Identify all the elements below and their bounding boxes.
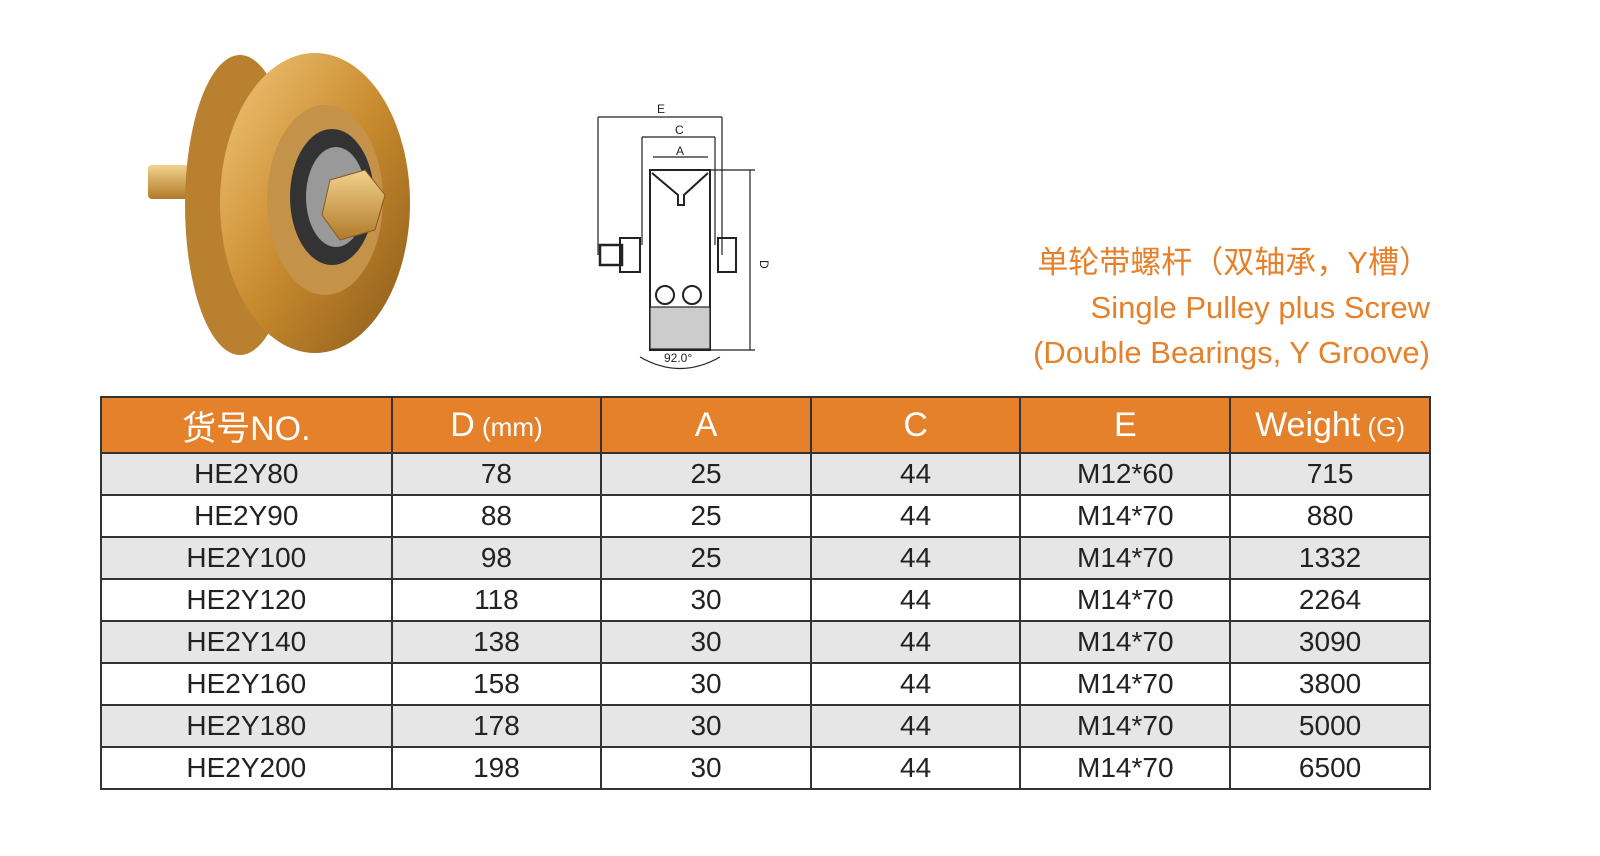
table-cell: 25 (600, 494, 812, 538)
table-cell: HE2Y140 (100, 620, 393, 664)
table-cell: HE2Y80 (100, 452, 393, 496)
table-header-row: 货号NO. D (mm) A C E Weight (G) (100, 396, 1431, 454)
table-row: HE2Y200 198 30 44 M14*70 6500 (100, 746, 1431, 790)
table-row: HE2Y160 158 30 44 M14*70 3800 (100, 662, 1431, 706)
table-cell: M14*70 (1019, 746, 1232, 790)
table-cell: M14*70 (1019, 620, 1232, 664)
table-cell: HE2Y180 (100, 704, 393, 748)
table-cell: M14*70 (1019, 704, 1232, 748)
title-english-line2: (Double Bearings, Y Groove) (1033, 335, 1430, 370)
header-label: A (694, 405, 718, 444)
table-cell: 158 (390, 662, 603, 706)
table-cell: 25 (600, 536, 812, 580)
table-cell: 715 (1229, 452, 1431, 496)
dim-label-angle: 92.0° (664, 351, 692, 365)
header-label: 货号NO. (182, 409, 311, 448)
table-cell: 44 (809, 746, 1022, 790)
table-cell: 138 (390, 620, 603, 664)
table-cell: 30 (600, 620, 812, 664)
table-cell: 1332 (1229, 536, 1431, 580)
header-label: D (450, 405, 475, 444)
table-cell: 198 (390, 746, 603, 790)
table-cell: 30 (600, 704, 812, 748)
table-cell: 118 (390, 578, 603, 622)
table-row: HE2Y80 78 25 44 M12*60 715 (100, 452, 1431, 496)
table-cell: M12*60 (1019, 452, 1232, 496)
table-row: HE2Y120 118 30 44 M14*70 2264 (100, 578, 1431, 622)
table-cell: M14*70 (1019, 494, 1232, 538)
table-cell: M14*70 (1019, 662, 1232, 706)
header-unit: (mm) (474, 411, 543, 442)
table-cell: 44 (809, 578, 1022, 622)
table-cell: M14*70 (1019, 578, 1232, 622)
table-cell: 30 (600, 746, 812, 790)
table-row: HE2Y140 138 30 44 M14*70 3090 (100, 620, 1431, 664)
dim-label-c: C (675, 123, 684, 137)
table-cell: 178 (390, 704, 603, 748)
column-header: 货号NO. (100, 396, 393, 454)
table-cell: 44 (809, 536, 1022, 580)
column-header: E (1019, 396, 1232, 454)
column-header: Weight (G) (1229, 396, 1431, 454)
table-row: HE2Y100 98 25 44 M14*70 1332 (100, 536, 1431, 580)
table-row: HE2Y180 178 30 44 M14*70 5000 (100, 704, 1431, 748)
table-cell: HE2Y120 (100, 578, 393, 622)
table-cell: 25 (600, 452, 812, 496)
table-cell: 44 (809, 452, 1022, 496)
title-english-line1: Single Pulley plus Screw (1090, 290, 1430, 325)
table-cell: 880 (1229, 494, 1431, 538)
table-cell: 2264 (1229, 578, 1431, 622)
product-title: 单轮带螺杆（双轴承，Y槽） Single Pulley plus Screw (… (1033, 240, 1430, 375)
pulley-photo (148, 53, 410, 355)
column-header: D (mm) (390, 396, 603, 454)
dimension-drawing: E C A D 92.0° (597, 102, 770, 370)
spec-table: 货号NO. D (mm) A C E Weight (G) HE2Y80 78 25 44 M12… (100, 396, 1431, 790)
column-header: A (600, 396, 812, 454)
table-cell: 44 (809, 662, 1022, 706)
header-unit: (G) (1360, 411, 1406, 442)
table-cell: 44 (809, 704, 1022, 748)
header-label: C (903, 405, 928, 444)
dim-label-a: A (676, 144, 684, 158)
table-cell: 3090 (1229, 620, 1431, 664)
table-cell: 98 (390, 536, 603, 580)
table-cell: 44 (809, 620, 1022, 664)
dim-label-e: E (657, 102, 665, 116)
column-header: C (809, 396, 1022, 454)
header-label: Weight (1255, 405, 1361, 444)
table-cell: 3800 (1229, 662, 1431, 706)
table-cell: M14*70 (1019, 536, 1232, 580)
table-cell: 30 (600, 578, 812, 622)
table-cell: 44 (809, 494, 1022, 538)
table-cell: HE2Y100 (100, 536, 393, 580)
table-cell: HE2Y160 (100, 662, 393, 706)
table-row: HE2Y90 88 25 44 M14*70 880 (100, 494, 1431, 538)
table-cell: 78 (390, 452, 603, 496)
table-cell: HE2Y200 (100, 746, 393, 790)
table-cell: 5000 (1229, 704, 1431, 748)
dim-label-d: D (757, 260, 770, 269)
title-chinese: 单轮带螺杆（双轴承，Y槽） (1037, 245, 1430, 280)
table-cell: 30 (600, 662, 812, 706)
table-cell: 88 (390, 494, 603, 538)
header-label: E (1113, 405, 1137, 444)
table-cell: 6500 (1229, 746, 1431, 790)
table-cell: HE2Y90 (100, 494, 393, 538)
